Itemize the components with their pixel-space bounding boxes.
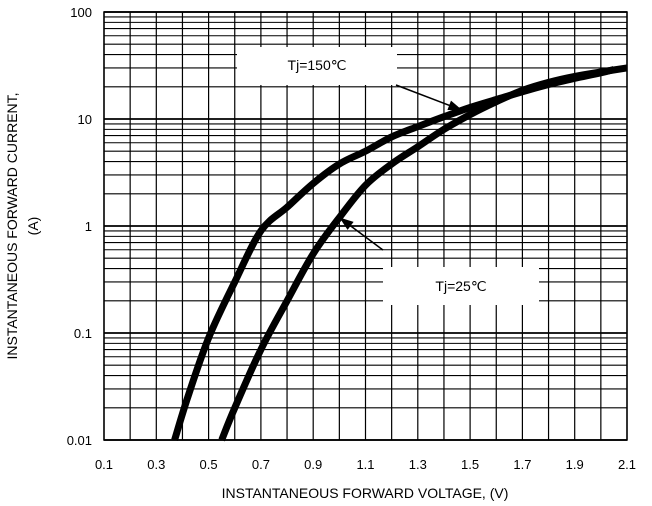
y-tick-label: 100 (70, 5, 92, 20)
annotation-arrow-25c-head (339, 217, 354, 230)
curve-series (171, 64, 628, 442)
x-tick-label: 1.7 (513, 457, 531, 472)
y-axis-label-line2: (A) (25, 217, 41, 236)
x-tick-label: 1.9 (566, 457, 584, 472)
x-tick-label: 1.1 (356, 457, 374, 472)
x-tick-label: 0.9 (304, 457, 322, 472)
x-tick-label: 0.5 (200, 457, 218, 472)
x-tick-label: 1.5 (461, 457, 479, 472)
y-tick-label: 0.1 (74, 326, 92, 341)
curve-annotations: Tj=150℃ Tj=25℃ (237, 47, 539, 305)
y-axis-label-line1: INSTANTANEOUS FORWARD CURRENT, (4, 92, 20, 359)
tick-labels: 0.1 0.3 0.5 0.7 0.9 1.1 1.3 1.5 1.7 1.9 2.10.010.1… (67, 5, 636, 472)
annotation-box-150c (237, 47, 397, 85)
y-tick-label: 10 (78, 112, 92, 127)
curve-tj-25c (218, 64, 628, 442)
y-tick-label: 0.01 (67, 433, 92, 448)
x-tick-label: 0.3 (147, 457, 165, 472)
annotation-label-150c: Tj=150℃ (288, 57, 347, 73)
x-tick-label: 0.1 (95, 457, 113, 472)
x-tick-label: 0.7 (252, 457, 270, 472)
x-tick-label: 1.3 (409, 457, 427, 472)
y-axis-label: INSTANTANEOUS FORWARD CURRENT, (A) (4, 92, 41, 359)
x-tick-label: 2.1 (618, 457, 636, 472)
plot-frame (103, 11, 628, 441)
annotation-arrow-150c-head (447, 100, 463, 111)
annotation-box-25c (383, 267, 539, 305)
annotation-label-25c: Tj=25℃ (435, 278, 486, 294)
y-tick-label: 1 (85, 219, 92, 234)
x-axis-label: INSTANTANEOUS FORWARD VOLTAGE, (V) (222, 485, 509, 501)
